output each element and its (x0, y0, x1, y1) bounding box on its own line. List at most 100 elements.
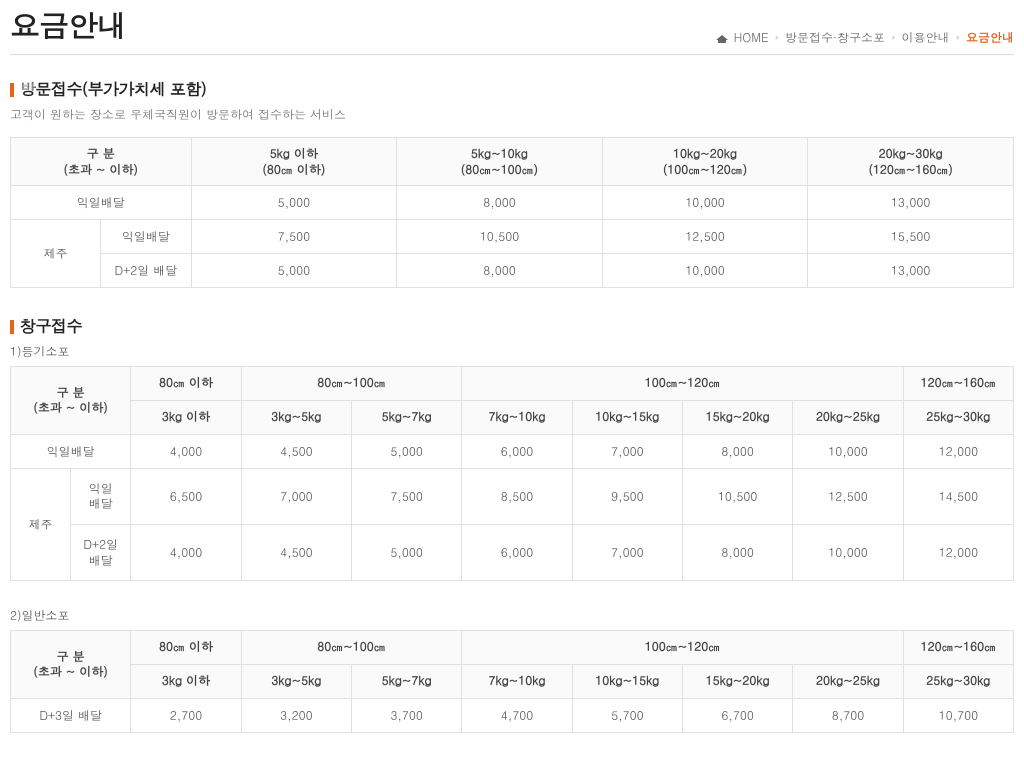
table-header-weight: 5kg~7kg (352, 400, 462, 434)
table-header-col: 20kg~30kg(120㎝~160㎝) (808, 138, 1014, 186)
table-header-size: 80㎝~100㎝ (241, 367, 462, 401)
price-cell: 6,700 (683, 698, 793, 732)
table-header-weight: 3kg~5kg (241, 664, 351, 698)
table-header-weight: 3kg~5kg (241, 400, 351, 434)
row-label: 익일배달 (71, 468, 131, 524)
price-cell: 4,500 (241, 524, 351, 580)
table-header-size: 80㎝ 이하 (131, 631, 241, 665)
price-cell: 5,000 (191, 254, 397, 288)
table-header-weight: 20kg~25kg (793, 664, 903, 698)
table-header-weight: 20kg~25kg (793, 400, 903, 434)
chevron-right-icon: › (891, 29, 896, 46)
table-header-weight: 15kg~20kg (683, 664, 793, 698)
table-header-weight: 10kg~15kg (572, 400, 682, 434)
price-cell: 4,000 (131, 524, 241, 580)
table-header-category: 구 분 (초과 ~ 이하) (11, 631, 131, 699)
row-label: D+3일 배달 (11, 698, 131, 732)
price-cell: 7,000 (241, 468, 351, 524)
price-cell: 2,700 (131, 698, 241, 732)
breadcrumb-current: 요금안내 (966, 29, 1014, 46)
table-header-size: 100㎝~120㎝ (462, 631, 903, 665)
row-label: 익일배달 (11, 186, 192, 220)
breadcrumb: HOME › 방문접수·창구소포 › 이용안내 › 요금안내 (716, 29, 1014, 46)
sub-label-regular: 2)일반소포 (10, 607, 1014, 624)
price-cell: 12,000 (903, 524, 1013, 580)
chevron-right-icon: › (956, 29, 961, 46)
page-header: 요금안내 HOME › 방문접수·창구소포 › 이용안내 › 요금안내 (10, 0, 1014, 55)
price-cell: 10,000 (602, 254, 808, 288)
price-cell: 6,000 (462, 524, 572, 580)
price-cell: 5,000 (191, 186, 397, 220)
price-cell: 7,000 (572, 524, 682, 580)
price-cell: 9,500 (572, 468, 682, 524)
table-header-size: 120㎝~160㎝ (903, 367, 1013, 401)
table-header-weight: 3kg 이하 (131, 400, 241, 434)
table-row: D+2일 배달 5,000 8,000 10,000 13,000 (11, 254, 1014, 288)
table-header-weight: 25kg~30kg (903, 400, 1013, 434)
table-row: 제주 익일배달 7,500 10,500 12,500 15,500 (11, 220, 1014, 254)
breadcrumb-home[interactable]: HOME (734, 29, 769, 46)
price-cell: 8,000 (682, 434, 792, 468)
price-cell: 8,500 (462, 468, 572, 524)
price-cell: 10,000 (602, 186, 808, 220)
price-cell: 7,500 (352, 468, 462, 524)
chevron-right-icon: › (775, 29, 780, 46)
table-header-col: 10kg~20kg(100㎝~120㎝) (602, 138, 808, 186)
table-visit: 구 분 (초과 ~ 이하) 5kg 이하(80㎝ 이하) 5kg~10kg(80… (10, 137, 1014, 288)
price-cell: 7,000 (572, 434, 682, 468)
home-icon[interactable] (716, 32, 728, 43)
page-title: 요금안내 (10, 4, 126, 46)
price-cell: 12,500 (602, 220, 808, 254)
breadcrumb-item[interactable]: 방문접수·창구소포 (785, 29, 885, 46)
table-row: D+2일배달 4,000 4,500 5,000 6,000 7,000 8,0… (11, 524, 1014, 580)
price-cell: 12,500 (793, 468, 903, 524)
price-cell: 4,000 (131, 434, 241, 468)
price-cell: 3,200 (241, 698, 351, 732)
price-cell: 10,500 (397, 220, 603, 254)
row-label: 익일배달 (11, 434, 131, 468)
table-header-weight: 7kg~10kg (462, 400, 572, 434)
price-cell: 6,500 (131, 468, 241, 524)
table-row: 익일배달 4,000 4,500 5,000 6,000 7,000 8,000… (11, 434, 1014, 468)
price-cell: 10,700 (903, 698, 1013, 732)
price-cell: 8,000 (682, 524, 792, 580)
table-header-category: 구 분 (초과 ~ 이하) (11, 367, 131, 435)
price-cell: 8,700 (793, 698, 903, 732)
table-header-weight: 5kg~7kg (352, 664, 462, 698)
row-label: 익일배달 (101, 220, 191, 254)
section-title-visit: 방문접수(부가가치세 포함) (10, 77, 1014, 100)
table-registered: 구 분 (초과 ~ 이하) 80㎝ 이하 80㎝~100㎝ 100㎝~120㎝ … (10, 366, 1014, 581)
price-cell: 4,700 (462, 698, 572, 732)
row-label-jeju: 제주 (11, 468, 71, 580)
price-cell: 8,000 (397, 186, 603, 220)
table-header-weight: 3kg 이하 (131, 664, 241, 698)
table-header-weight: 15kg~20kg (682, 400, 792, 434)
price-cell: 4,500 (241, 434, 351, 468)
table-header-weight: 7kg~10kg (462, 664, 572, 698)
table-row: 제주 익일배달 6,500 7,000 7,500 8,500 9,500 10… (11, 468, 1014, 524)
section-title-counter: 창구접수 (10, 314, 1014, 337)
price-cell: 5,000 (352, 434, 462, 468)
price-cell: 12,000 (903, 434, 1013, 468)
price-cell: 10,500 (682, 468, 792, 524)
row-label: D+2일 배달 (101, 254, 191, 288)
price-cell: 3,700 (352, 698, 462, 732)
row-label: D+2일배달 (71, 524, 131, 580)
price-cell: 6,000 (462, 434, 572, 468)
table-header-size: 100㎝~120㎝ (462, 367, 903, 401)
table-row: D+3일 배달 2,700 3,200 3,700 4,700 5,700 6,… (11, 698, 1014, 732)
price-cell: 13,000 (808, 254, 1014, 288)
section-desc-visit: 고객이 원하는 장소로 우체국직원이 방문하여 접수하는 서비스 (10, 106, 1014, 123)
breadcrumb-item[interactable]: 이용안내 (902, 29, 950, 46)
table-header-category: 구 분 (초과 ~ 이하) (11, 138, 192, 186)
price-cell: 5,000 (352, 524, 462, 580)
price-cell: 7,500 (191, 220, 397, 254)
price-cell: 13,000 (808, 186, 1014, 220)
table-header-size: 80㎝~100㎝ (241, 631, 462, 665)
row-label-jeju: 제주 (11, 220, 101, 288)
table-header-weight: 10kg~15kg (572, 664, 682, 698)
price-cell: 15,500 (808, 220, 1014, 254)
table-header-size: 80㎝ 이하 (131, 367, 241, 401)
price-cell: 10,000 (793, 434, 903, 468)
table-regular: 구 분 (초과 ~ 이하) 80㎝ 이하 80㎝~100㎝ 100㎝~120㎝ … (10, 630, 1014, 733)
